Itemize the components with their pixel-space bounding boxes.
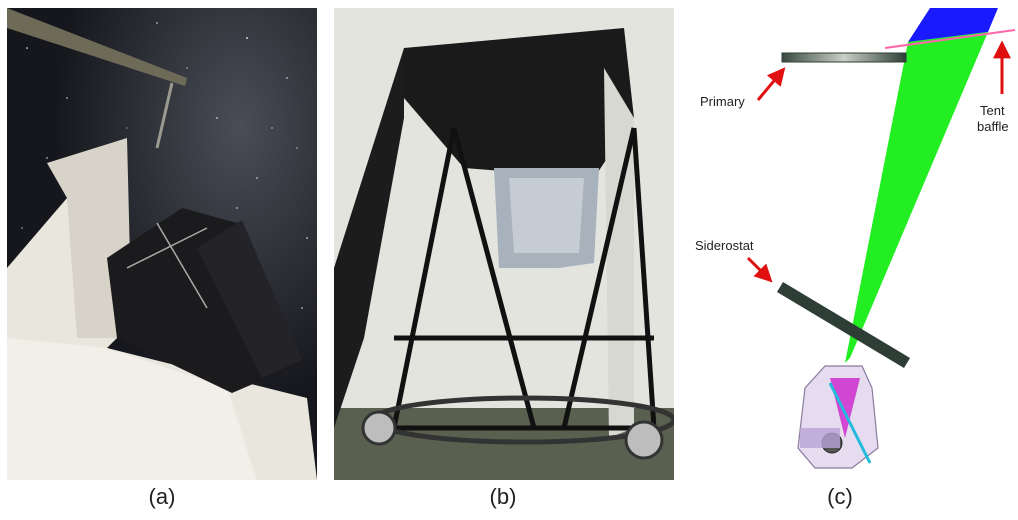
collimated-beam-green (845, 32, 988, 363)
caption-c: (c) (827, 484, 853, 509)
truss-structure (374, 127, 657, 431)
caption-b: (b) (489, 484, 517, 509)
photo-telescope-lab (334, 8, 674, 480)
foil-highlight (509, 178, 584, 253)
wheel-right (624, 420, 664, 460)
caption-a: (a) (148, 484, 176, 509)
truss-rod (126, 227, 208, 269)
wheel-left (361, 410, 397, 446)
stars (21, 22, 308, 339)
instrument-package (797, 365, 879, 469)
baffle-flap (197, 220, 302, 378)
primary-arrow (756, 67, 786, 101)
label-primary: Primary (700, 94, 745, 109)
truss-rod (156, 222, 208, 309)
baffle-left-panel (334, 48, 404, 428)
night-sky-scene (7, 8, 317, 480)
crane-cable (155, 82, 174, 149)
tent-baffle-line (884, 29, 1015, 49)
label-siderostat: Siderostat (695, 238, 754, 253)
label-baffle: baffle (977, 119, 1009, 134)
photo-telescope-night (7, 8, 317, 480)
primary-mirror (781, 52, 907, 63)
siderostat-arrow (746, 256, 773, 283)
baffle-shroud (404, 28, 634, 178)
lab-scene (334, 8, 674, 480)
crane-arm (7, 8, 187, 86)
ray-trace-figure (746, 8, 1015, 469)
incoming-beam-blue (908, 8, 998, 42)
siderostat-mirror (777, 282, 910, 368)
support-pillar (604, 68, 634, 438)
tent-lower (7, 338, 257, 480)
optical-diagram: Primary Tent baffle Siderostat (680, 8, 1015, 488)
label-tent: Tent (980, 103, 1005, 118)
